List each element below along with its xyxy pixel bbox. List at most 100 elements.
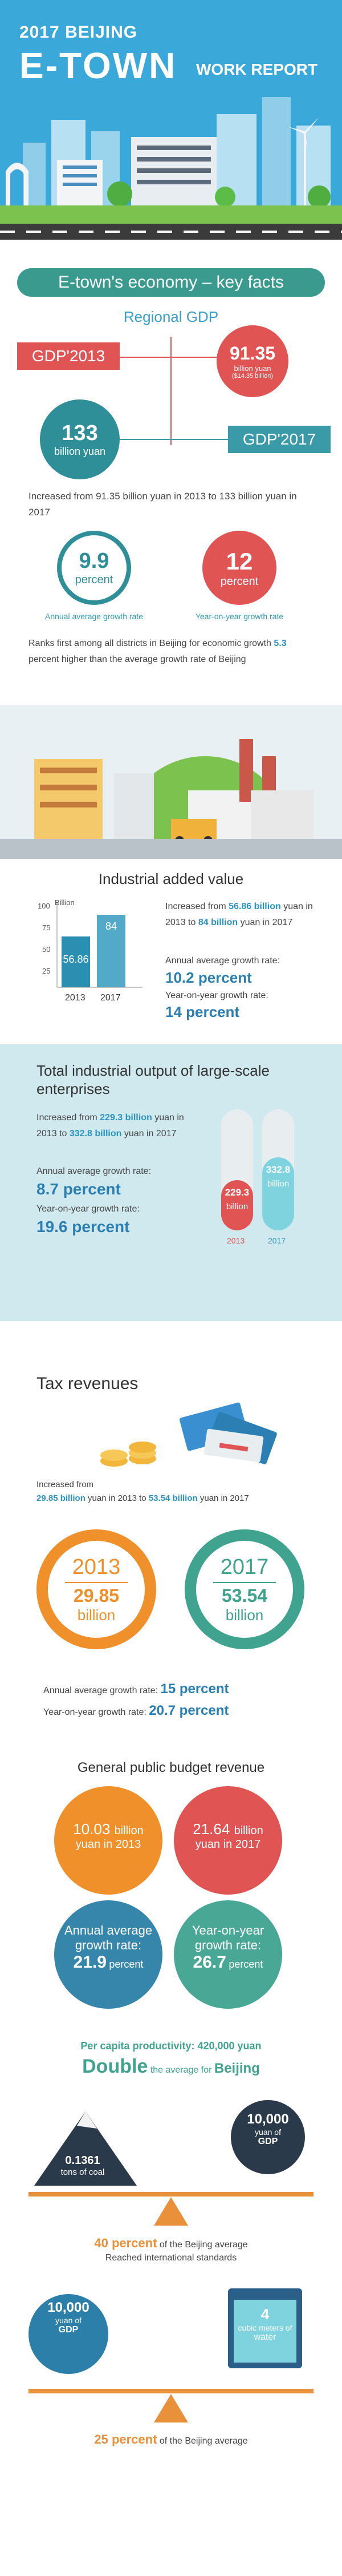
budget-yoy-unit: percent bbox=[229, 1959, 263, 1970]
industrial-yoy-value: 14 percent bbox=[165, 1003, 240, 1020]
coal-unit: tons of coal bbox=[60, 2167, 105, 2177]
tax-2017-divider bbox=[213, 1581, 276, 1583]
coal-balance-illustration bbox=[28, 2100, 314, 2226]
industrial-tick-50: 50 bbox=[42, 945, 51, 954]
gdp-2013-label: GDP'2013 bbox=[17, 342, 120, 370]
industrial-year-2017: 2017 bbox=[100, 993, 121, 1003]
tax-2013-unit: billion bbox=[77, 1606, 116, 1624]
industrial-increase-text: Increased from 56.86 billion yuan in 201… bbox=[165, 899, 325, 931]
budget-2013-line1: 10.03 billion bbox=[57, 1820, 160, 1838]
budget-annual-unit: percent bbox=[109, 1959, 144, 1970]
industrial-increase-v1: 56.86 billion bbox=[229, 902, 281, 911]
budget-venn bbox=[54, 1786, 282, 2009]
budget-annual-row: 21.9 percent bbox=[57, 1953, 160, 1972]
yoy-growth-unit: percent bbox=[220, 575, 259, 588]
factory-illustration bbox=[0, 739, 342, 859]
gdp-2017-label: GDP'2017 bbox=[228, 426, 331, 453]
gdp-label-2: 10,000 yuan of GDP bbox=[31, 2300, 105, 2335]
output-bar-2013-unit: billion bbox=[226, 1202, 249, 1212]
tax-2017-value: 53.54 bbox=[221, 1585, 268, 1606]
road-markings bbox=[0, 231, 342, 233]
output-increase-mid: yuan in 2013 to bbox=[36, 1113, 184, 1138]
annual-growth-value: 9.9 bbox=[79, 549, 109, 573]
rank-value: 5.3 bbox=[274, 639, 287, 648]
coal-value: 0.1361 bbox=[65, 2154, 100, 2167]
header-title: E-TOWN bbox=[19, 45, 177, 86]
budget-2017-unit: billion bbox=[234, 1824, 263, 1837]
gdp-2017-value: 133 bbox=[62, 421, 98, 445]
gdp-label-1-word: GDP bbox=[258, 2137, 278, 2146]
output-annual-value: 8.7 percent bbox=[36, 1180, 121, 1198]
grass-strip bbox=[0, 205, 342, 225]
industrial-axis-label: Billion bbox=[55, 898, 75, 907]
output-increase-v2: 332.8 billion bbox=[69, 1129, 122, 1138]
tax-increase-pre: Increased from bbox=[36, 1480, 94, 1489]
header-subtitle: WORK REPORT bbox=[196, 60, 318, 78]
budget-yoy-value: 26.7 bbox=[193, 1953, 226, 1972]
output-bar-2017-value: 332.8 bbox=[266, 1164, 291, 1175]
gdp-increase-text: Increased from 91.35 billion yuan in 201… bbox=[28, 491, 297, 518]
yoy-growth-circle: 12 percent bbox=[202, 531, 276, 605]
budget-2013-unit: billion bbox=[114, 1824, 144, 1837]
industrial-annual-label: Annual average growth rate: bbox=[165, 956, 280, 966]
budget-2017: 21.64 billion yuan in 2017 bbox=[177, 1820, 279, 1851]
productivity-double-city: Beijing bbox=[214, 2061, 260, 2076]
water-label: 4 cubic meters of water bbox=[228, 2306, 302, 2343]
economy-section-banner: E-town's economy – key facts bbox=[17, 268, 325, 297]
output-increase-pre: Increased from bbox=[36, 1113, 100, 1123]
tax-annual-row: Annual average growth rate: 15 percent bbox=[43, 1681, 229, 1697]
water-balance-illustration bbox=[28, 2288, 314, 2422]
output-title: Total industrial output of large-scale e… bbox=[36, 1062, 270, 1097]
header-year-city: 2017 BEIJING bbox=[19, 23, 138, 42]
tax-yoy-row: Year-on-year growth rate: 20.7 percent bbox=[43, 1703, 229, 1719]
tax-title: Tax revenues bbox=[36, 1374, 139, 1393]
budget-2017-line1: 21.64 billion bbox=[177, 1820, 279, 1838]
yoy-growth-label: Year-on-year growth rate bbox=[195, 612, 284, 621]
pct1-text: of the Beijing average bbox=[157, 2240, 248, 2250]
city-skyline-illustration bbox=[0, 0, 342, 240]
tax-annual-label: Annual average growth rate: bbox=[43, 1686, 161, 1695]
industrial-year-2013: 2013 bbox=[65, 993, 85, 1003]
tax-2017-unit: billion bbox=[225, 1606, 264, 1624]
tax-increase-text: Increased from 29.85 billion yuan in 201… bbox=[36, 1478, 333, 1505]
annual-growth-label: Annual average growth rate bbox=[45, 612, 143, 621]
tax-2017-circle: 2017 53.54 billion bbox=[185, 1529, 304, 1649]
tax-increase-v2: 53.54 billion bbox=[148, 1493, 198, 1503]
budget-yoy: Year-on-year growth rate: 26.7 percent bbox=[177, 1923, 279, 1972]
output-year-2013: 2013 bbox=[227, 1236, 245, 1245]
rank-text-part1: Ranks first among all districts in Beiji… bbox=[28, 639, 271, 648]
output-yoy-label: Year-on-year growth rate: bbox=[36, 1204, 140, 1214]
budget-title: General public budget revenue bbox=[77, 1760, 265, 1775]
gdp-2013-circle: 91.35 billion yuan ($14.35 billion) bbox=[217, 325, 288, 397]
pct2-value: 25 percent bbox=[94, 2432, 157, 2446]
tax-2013-year: 2013 bbox=[72, 1555, 121, 1579]
rank-text-part2: percent higher than the average growth r… bbox=[28, 655, 246, 664]
output-increase-v1: 229.3 billion bbox=[100, 1113, 152, 1123]
output-bar-2017: 332.8 billion bbox=[262, 1157, 294, 1230]
budget-2013: 10.03 billion yuan in 2013 bbox=[57, 1820, 160, 1851]
output-year-2017: 2017 bbox=[268, 1236, 286, 1245]
industrial-increase-post: yuan in 2017 bbox=[238, 918, 293, 927]
budget-2017-sub: yuan in 2017 bbox=[195, 1838, 261, 1851]
productivity-line: Per capita productivity: 420,000 yuan bbox=[80, 2040, 262, 2052]
gdp-label-2-unit: yuan of bbox=[55, 2316, 82, 2325]
gdp-2017-circle: 133 billion yuan bbox=[40, 399, 120, 479]
industrial-tick-75: 75 bbox=[42, 923, 51, 932]
budget-annual-label: Annual average growth rate: bbox=[64, 1923, 153, 1952]
industrial-annual-value: 10.2 percent bbox=[165, 969, 252, 986]
gdp-label-2-value: 10,000 bbox=[47, 2300, 89, 2315]
money-illustration bbox=[100, 1402, 277, 1467]
tax-yoy-value: 20.7 percent bbox=[149, 1703, 229, 1718]
output-increase-text: Increased from 229.3 billion yuan in 201… bbox=[36, 1110, 196, 1142]
budget-yoy-row: 26.7 percent bbox=[177, 1953, 279, 1972]
water-word: water bbox=[254, 2332, 276, 2342]
industrial-bar-chart bbox=[56, 902, 142, 988]
industrial-increase-pre: Increased from bbox=[165, 902, 229, 911]
output-increase-post: yuan in 2017 bbox=[121, 1129, 177, 1138]
gdp-2013-usd: ($14.35 billion) bbox=[231, 373, 274, 379]
budget-2013-value: 10.03 bbox=[73, 1820, 111, 1838]
output-yoy-value: 19.6 percent bbox=[36, 1218, 130, 1235]
industrial-increase-mid: yuan in 2013 to bbox=[165, 902, 313, 927]
industrial-tick-100: 100 bbox=[38, 902, 50, 910]
